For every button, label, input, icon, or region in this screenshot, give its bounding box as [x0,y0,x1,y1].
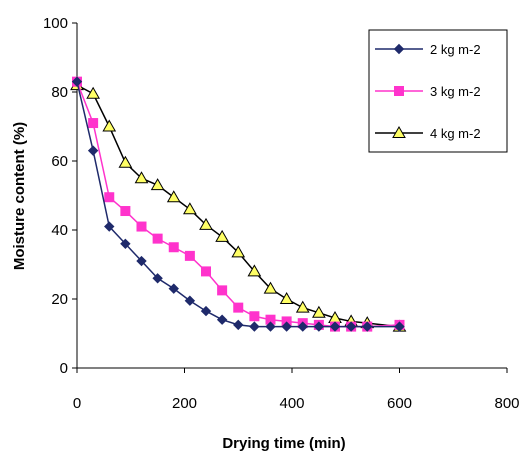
series-line [76,81,400,328]
data-point [102,119,117,132]
y-tick-label: 80 [51,84,68,101]
y-tick-label: 100 [43,15,68,32]
data-point [312,305,326,318]
data-point [120,206,131,217]
data-point [134,171,149,184]
data-point [249,311,260,322]
series-3 [70,78,407,332]
x-tick-label: 400 [279,395,304,412]
y-tick-label: 60 [51,153,68,170]
legend-item: 3 kg m-2 [375,84,481,99]
data-point [86,86,100,99]
data-point [152,273,163,284]
data-point [313,321,325,332]
x-axis-title: Drying time (min) [222,435,345,452]
series-line [76,81,400,328]
data-point [249,321,260,332]
data-point [295,300,310,313]
data-point [362,321,373,332]
data-point [394,321,405,332]
legend-marker [393,43,405,55]
legend-label: 3 kg m-2 [430,84,481,99]
x-tick-label: 600 [387,395,412,412]
data-point [216,314,228,325]
data-point [345,321,357,332]
legend-marker [392,125,406,138]
data-point [247,264,262,277]
legend-label: 4 kg m-2 [430,126,481,141]
x-tick-label: 800 [494,395,519,412]
data-point [329,321,341,332]
data-point [120,238,131,250]
data-point [279,291,294,304]
data-point [215,229,229,242]
y-tick-label: 40 [51,222,68,239]
data-point [231,245,246,258]
data-point [71,76,83,87]
x-tick-label: 200 [172,395,197,412]
data-point [201,266,211,277]
data-point [199,217,213,230]
data-point [233,302,244,313]
data-point [150,178,165,191]
data-point [297,321,308,332]
data-point [166,190,181,203]
data-point [281,321,292,332]
legend-marker [394,86,404,96]
legend: 2 kg m-2 3 kg m-2 4 kg m-2 [368,29,508,153]
y-tick-label: 20 [51,291,68,308]
data-point [168,283,179,294]
data-point [184,250,195,261]
data-point [104,192,115,203]
plot-area: 0 20 40 60 80 100 0 200 400 600 800 2 kg m-2 3 kg m-… [43,15,520,412]
data-point [184,295,196,306]
data-point [104,221,115,232]
series-line [76,84,400,328]
legend-item: 4 kg m-2 [375,125,481,141]
legend-label: 2 kg m-2 [430,42,481,57]
data-point [200,305,212,317]
data-point [136,221,147,232]
data-point [152,233,163,244]
series-2 [72,76,405,332]
data-point [265,321,276,332]
data-point [87,145,99,156]
data-point [265,314,276,325]
x-tick-label: 0 [73,395,81,412]
legend-item: 2 kg m-2 [375,42,481,57]
series-1 [71,76,405,332]
data-point [168,242,179,253]
data-point [263,281,278,294]
y-tick-label: 0 [60,360,68,377]
data-point [233,319,244,331]
data-point [118,155,133,168]
data-point [136,255,147,267]
data-point [217,285,228,296]
data-point [88,118,99,129]
data-point [183,202,197,215]
y-axis-title: Moisture content (%) [11,122,28,270]
